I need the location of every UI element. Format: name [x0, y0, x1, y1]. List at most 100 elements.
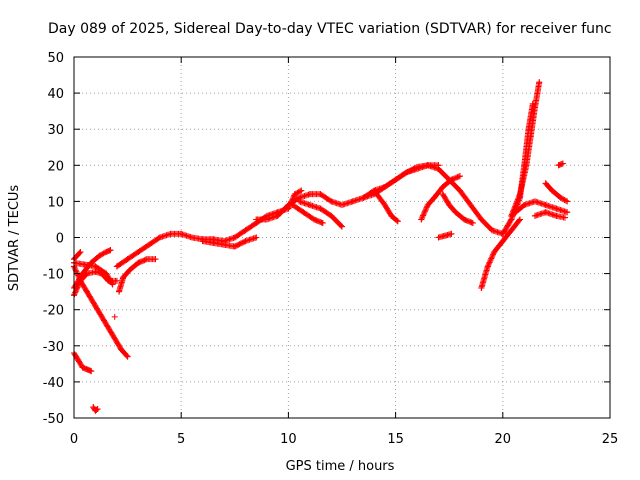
- data-point: [516, 191, 523, 198]
- data-point: [360, 194, 367, 201]
- data-point: [553, 212, 560, 219]
- data-point: [557, 194, 564, 201]
- data-point: [448, 176, 455, 183]
- data-point: [484, 263, 491, 270]
- data-point-marker: [421, 208, 428, 215]
- data-point-marker: [423, 204, 430, 211]
- data-point: [90, 404, 97, 411]
- data-point: [253, 234, 260, 241]
- data-point: [152, 256, 159, 263]
- series-arc-5: [90, 404, 101, 414]
- data-point: [199, 238, 206, 245]
- data-point-marker: [74, 271, 81, 278]
- data-point: [439, 191, 446, 198]
- y-tick-label: -20: [43, 304, 64, 319]
- data-point-marker: [455, 173, 462, 180]
- data-point: [456, 187, 463, 194]
- data-point: [435, 234, 442, 241]
- data-point: [83, 366, 90, 373]
- data-point: [94, 405, 101, 412]
- data-point: [414, 165, 421, 172]
- data-point: [231, 243, 238, 250]
- data-point: [210, 239, 217, 246]
- series-arc-10: [113, 187, 305, 270]
- data-point-marker: [516, 192, 523, 199]
- data-point: [143, 256, 150, 263]
- y-tick-label: -10: [43, 268, 64, 283]
- data-point: [424, 202, 431, 209]
- data-point: [516, 216, 523, 223]
- data-point: [527, 133, 534, 140]
- data-point: [508, 212, 515, 219]
- data-point-marker: [561, 196, 568, 203]
- data-point: [317, 191, 324, 198]
- data-point: [107, 247, 114, 254]
- y-tick-label: 30: [47, 123, 64, 138]
- data-point-marker: [488, 254, 495, 261]
- data-point-marker: [419, 213, 426, 220]
- data-point: [83, 288, 90, 295]
- data-points: [71, 79, 571, 414]
- y-tick-label: 0: [56, 232, 64, 247]
- data-point: [306, 191, 313, 198]
- series-arc-26: [555, 160, 566, 169]
- data-point: [103, 248, 110, 255]
- data-point: [339, 202, 345, 209]
- data-point-marker: [295, 189, 302, 196]
- data-point: [508, 227, 515, 234]
- series-arc-14: [289, 202, 326, 227]
- series-arc-24: [531, 209, 568, 221]
- data-point: [439, 183, 446, 190]
- y-tick-label: 10: [47, 195, 64, 210]
- chart-title: Day 089 of 2025, Sidereal Day-to-day VTE…: [48, 21, 612, 37]
- data-point: [146, 241, 153, 248]
- data-point-marker: [511, 204, 518, 211]
- data-point: [521, 202, 528, 209]
- data-point-marker: [296, 188, 303, 195]
- data-point-marker: [142, 256, 149, 263]
- data-point-marker: [562, 197, 569, 204]
- data-point: [542, 180, 549, 187]
- x-axis-label: GPS time / hours: [286, 459, 395, 474]
- data-point-marker: [515, 195, 522, 202]
- series-arc-8: [71, 247, 114, 292]
- data-point: [126, 266, 133, 273]
- data-point: [499, 238, 506, 245]
- data-point: [489, 227, 496, 234]
- series-arc-11: [199, 234, 260, 250]
- data-point: [512, 209, 519, 216]
- data-point: [461, 216, 468, 223]
- data-point-marker: [108, 280, 115, 287]
- data-point-marker: [422, 207, 429, 214]
- data-point-marker: [338, 222, 345, 229]
- series-arc-16: [371, 162, 442, 194]
- data-point-marker: [486, 259, 493, 266]
- series-arc-3: [71, 248, 84, 263]
- data-point: [559, 160, 566, 167]
- data-point-marker: [487, 256, 494, 263]
- data-point: [555, 162, 562, 169]
- data-point: [274, 212, 281, 219]
- data-point: [109, 331, 116, 338]
- data-point: [263, 216, 270, 223]
- x-tick-label: 0: [70, 432, 78, 447]
- data-point-marker: [420, 212, 427, 219]
- data-point: [79, 364, 86, 371]
- data-point-marker: [468, 219, 475, 226]
- data-point-marker: [485, 260, 492, 267]
- data-point: [231, 234, 238, 241]
- data-point-marker: [420, 211, 427, 218]
- grid-lines: [74, 57, 610, 418]
- data-point: [431, 194, 438, 201]
- data-point: [564, 198, 571, 205]
- data-point-marker: [488, 255, 495, 262]
- data-point: [328, 212, 335, 219]
- data-point: [403, 169, 410, 176]
- data-point: [124, 256, 131, 263]
- data-point: [531, 198, 538, 205]
- data-point: [300, 209, 307, 216]
- data-point: [456, 173, 463, 180]
- data-point-marker: [318, 219, 325, 226]
- data-point: [469, 220, 476, 227]
